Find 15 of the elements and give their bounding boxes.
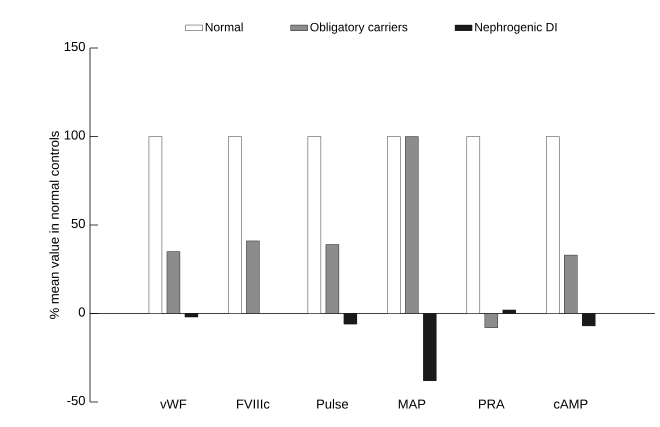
y-tick-label: 50: [72, 218, 85, 228]
y-tick-label: 100: [64, 130, 85, 140]
x-tick-label: cAMP: [554, 400, 588, 409]
x-tick-label: PRA: [479, 400, 505, 409]
legend-label: Nephrogenic DI: [475, 22, 557, 34]
x-tick-label: FVIIIc: [236, 400, 270, 409]
x-tick-label: MAP: [398, 400, 426, 409]
legend-label: Normal: [206, 22, 243, 32]
x-tick-label: vWF: [160, 400, 186, 409]
x-tick-label: Pulse: [317, 399, 348, 409]
legend-label: Obligatory carriers: [310, 22, 408, 34]
y-tick-label: 150: [64, 42, 85, 52]
y-axis-title: % mean value in normal controls: [49, 131, 59, 319]
y-tick-label: 0: [78, 307, 85, 317]
y-tick-label: -50: [67, 396, 85, 406]
